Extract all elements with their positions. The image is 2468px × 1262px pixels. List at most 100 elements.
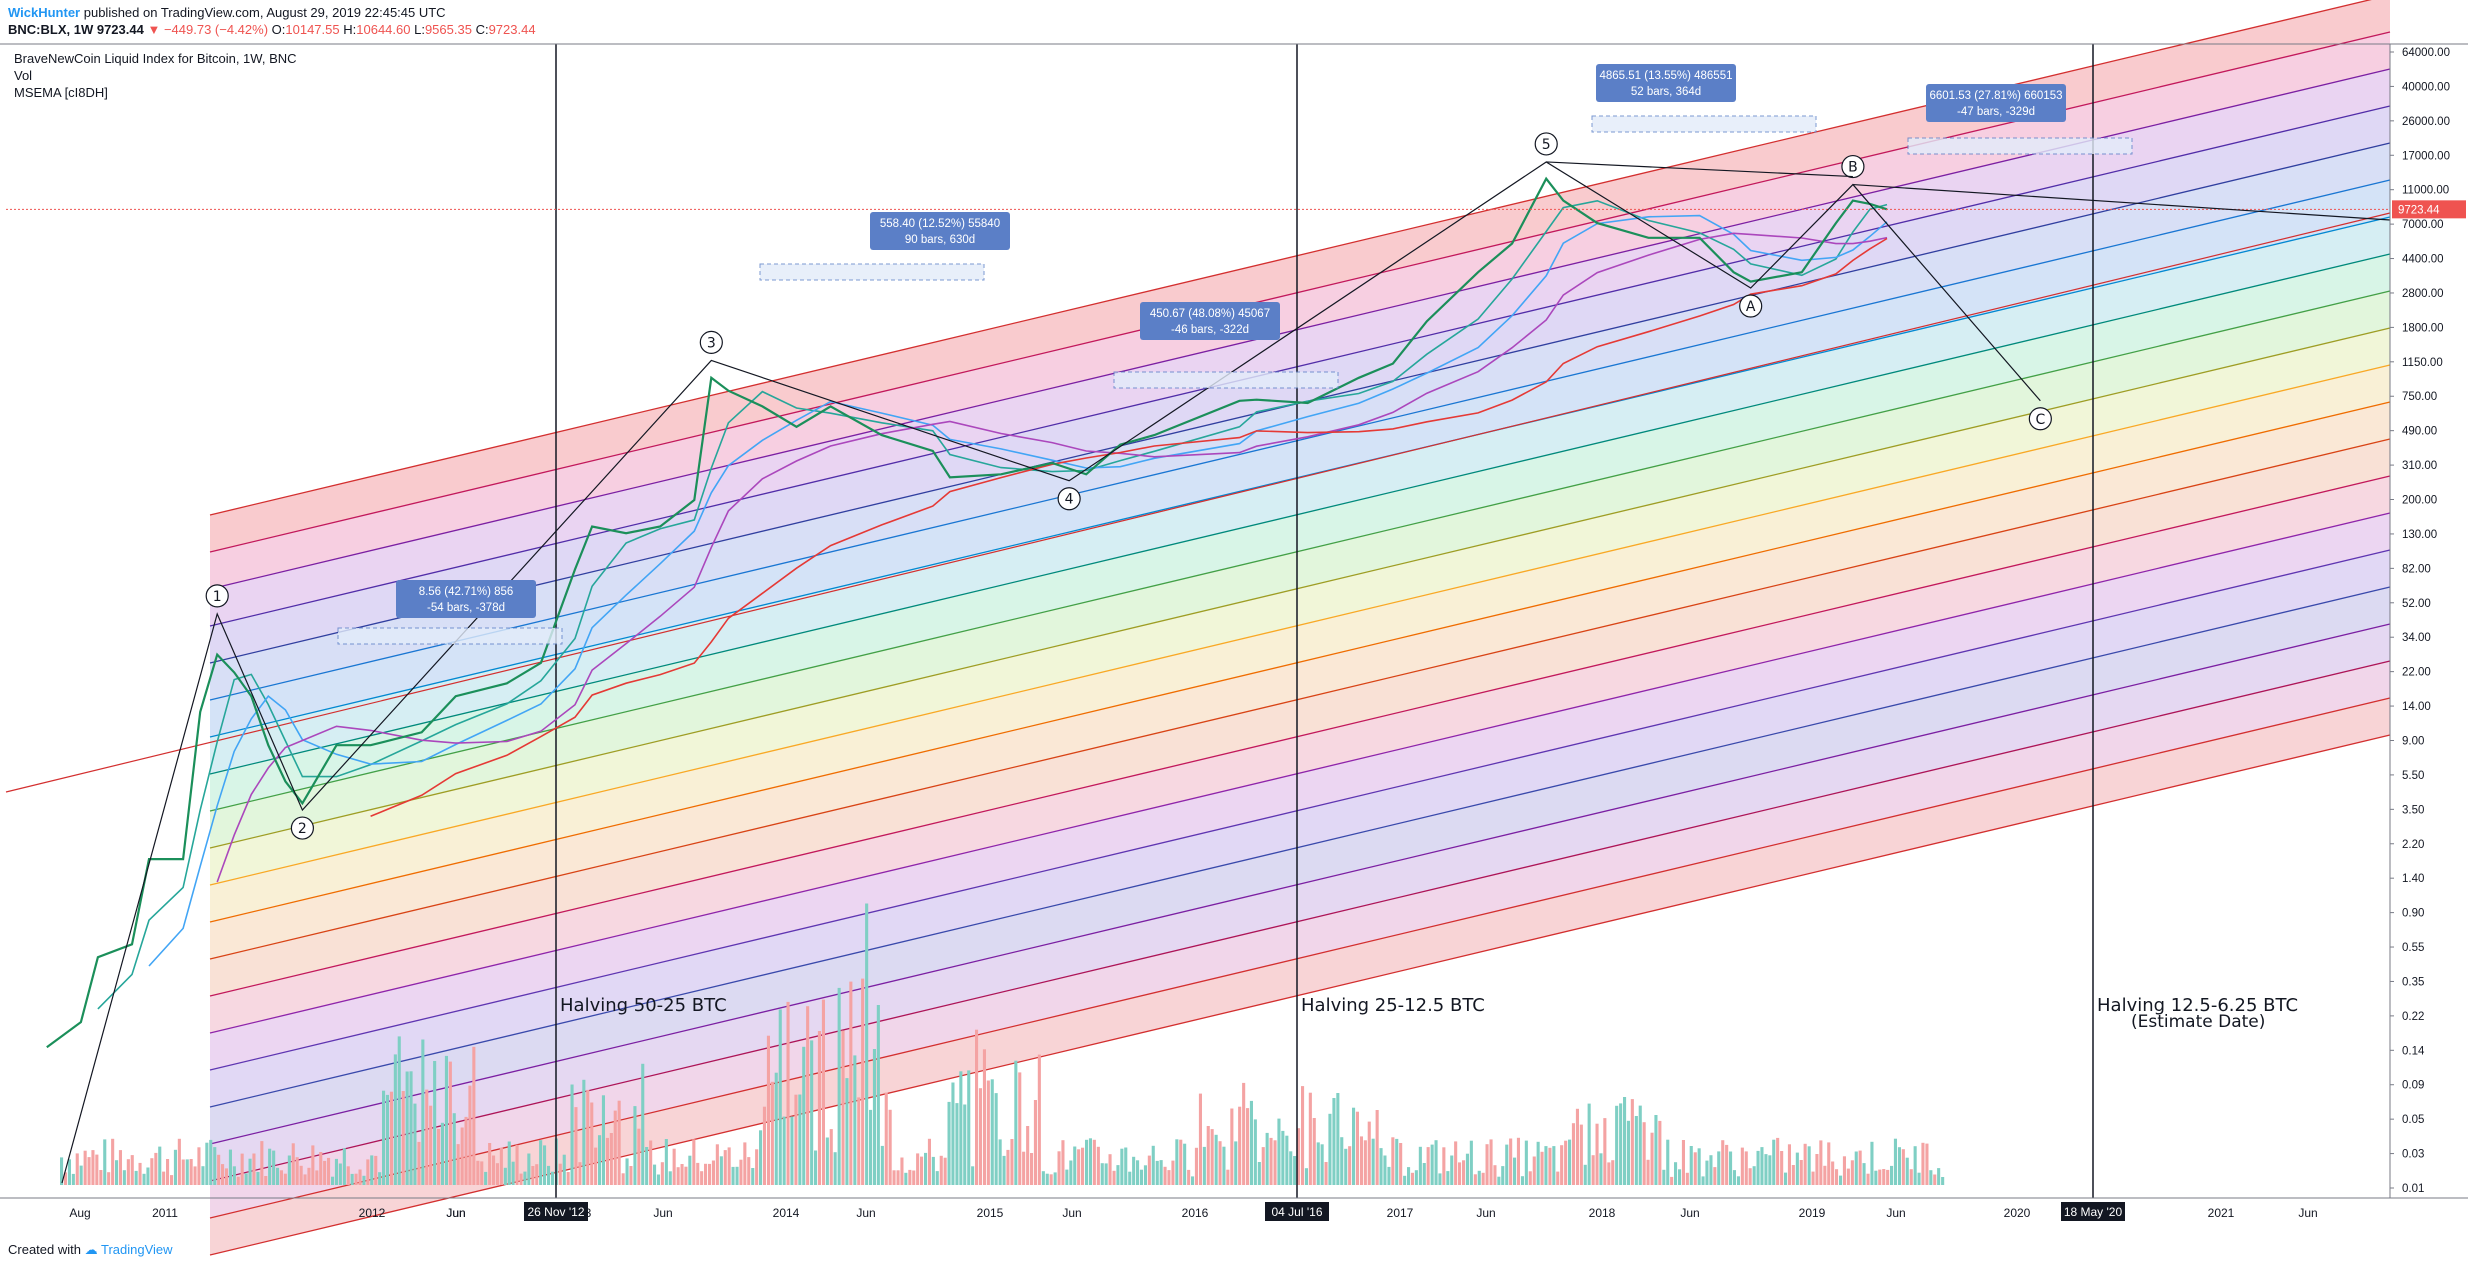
volume-bar	[499, 1147, 503, 1185]
channel-line	[209, 0, 2372, 516]
volume-bar	[1249, 1100, 1253, 1185]
measure-range	[1907, 137, 2133, 155]
publisher-name[interactable]: WickHunter	[8, 5, 81, 20]
volume-bar	[774, 1072, 778, 1185]
channel-line	[209, 586, 2391, 1108]
date-tag-label: 26 Nov '12	[528, 1205, 585, 1219]
volume-bar	[1560, 1145, 1564, 1185]
measure-box	[1140, 302, 1280, 340]
volume-bar	[653, 1164, 657, 1185]
volume-bar	[1489, 1139, 1493, 1185]
volume-bar	[1485, 1144, 1489, 1185]
volume-bar	[743, 1142, 747, 1185]
volume-bar	[1265, 1132, 1269, 1185]
volume-bar	[437, 1128, 441, 1185]
volume-bar	[507, 1141, 511, 1185]
volume-bar	[770, 1081, 774, 1185]
volume-bar	[1033, 1100, 1037, 1185]
volume-bar	[1320, 1144, 1324, 1185]
channel-line	[209, 290, 2391, 812]
volume-bar	[103, 1139, 107, 1185]
volume-bar	[260, 1141, 264, 1185]
volume-bar	[1352, 1107, 1356, 1185]
x-tick-label: 2017	[1387, 1206, 1414, 1220]
y-tick-label: 52.00	[2402, 598, 2431, 610]
volume-bar	[382, 1090, 386, 1185]
volume-bar	[527, 1153, 531, 1185]
volume-bar	[1355, 1111, 1359, 1185]
volume-bar	[1175, 1139, 1179, 1185]
volume-bar	[990, 1079, 994, 1185]
y-tick-label: 26000.00	[2402, 116, 2450, 128]
volume-bar	[1430, 1144, 1434, 1185]
volume-bar	[1780, 1151, 1784, 1185]
volume-bar	[1422, 1163, 1426, 1185]
channel-line	[209, 216, 2391, 738]
x-tick-label: Jun	[2298, 1206, 2317, 1220]
volume-bar	[1316, 1142, 1320, 1185]
created-with-text: Created with	[8, 1242, 81, 1257]
volume-bar	[1870, 1141, 1874, 1185]
volume-bar	[821, 999, 825, 1185]
volume-bar	[1100, 1163, 1104, 1185]
volume-bar	[762, 1106, 766, 1185]
volume-bar	[1756, 1150, 1760, 1185]
volume-bar	[503, 1167, 507, 1185]
volume-bar	[1391, 1137, 1395, 1185]
volume-bar	[221, 1164, 225, 1185]
halving-label: Halving 50-25 BTC	[560, 995, 727, 1016]
volume-bar	[401, 1091, 405, 1185]
volume-bar	[794, 1094, 798, 1185]
volume-bar	[1626, 1120, 1630, 1185]
volume-bar	[1281, 1130, 1285, 1185]
volume-bar	[539, 1140, 543, 1185]
volume-bar	[978, 1088, 982, 1185]
volume-bar	[1901, 1149, 1905, 1185]
y-tick-label: 1.40	[2402, 873, 2424, 885]
volume-bar	[1108, 1154, 1112, 1185]
volume-bar	[629, 1166, 633, 1185]
volume-bar	[1379, 1148, 1383, 1185]
symbol-line: BNC:BLX, 1W 9723.44 ▼ −449.73 (−4.42%) O…	[8, 21, 2408, 38]
channel-band	[210, 698, 2390, 1255]
volume-bar	[303, 1174, 307, 1185]
volume-bar	[927, 1138, 931, 1185]
channel-band	[210, 476, 2390, 1033]
volume-bar	[1784, 1172, 1788, 1185]
volume-bar	[334, 1158, 338, 1185]
volume-bar	[676, 1167, 680, 1185]
volume-bar	[1277, 1118, 1281, 1185]
volume-bar	[1886, 1169, 1890, 1185]
channel-line	[209, 68, 2391, 590]
volume-bar	[939, 1155, 943, 1185]
volume-bar	[963, 1104, 967, 1185]
volume-bar	[1905, 1157, 1909, 1185]
volume-bar	[656, 1174, 660, 1185]
symbol-ticker[interactable]: BNC:BLX, 1W	[8, 22, 94, 37]
volume-bar	[397, 1036, 401, 1185]
volume-bar	[1540, 1151, 1544, 1185]
wave-label: C	[2035, 412, 2045, 428]
volume-bar	[1497, 1176, 1501, 1185]
volume-bar	[1654, 1115, 1658, 1185]
volume-bar	[1815, 1154, 1819, 1185]
measure-line1: 4865.51 (13.55%) 486551	[1600, 70, 1733, 82]
volume-bar	[146, 1167, 150, 1185]
y-tick-label: 34.00	[2402, 632, 2431, 644]
measure-box	[1926, 84, 2066, 122]
volume-bar	[1571, 1123, 1575, 1185]
volume-bar	[1611, 1160, 1615, 1185]
volume-bar	[1681, 1140, 1685, 1185]
tradingview-logo[interactable]: ☁ TradingView	[84, 1242, 173, 1257]
y-tick-label: 0.01	[2402, 1183, 2424, 1195]
x-tick-label: Jun	[653, 1206, 672, 1220]
last-price: 9723.44	[96, 22, 144, 37]
measure-line1: 8.56 (42.71%) 856	[419, 586, 514, 598]
volume-bar	[1155, 1160, 1159, 1185]
volume-bar	[1662, 1169, 1666, 1185]
volume-bar	[291, 1143, 295, 1185]
volume-bar	[1831, 1161, 1835, 1185]
volume-bar	[295, 1157, 299, 1185]
measure-line2: -47 bars, -329d	[1957, 106, 2035, 118]
